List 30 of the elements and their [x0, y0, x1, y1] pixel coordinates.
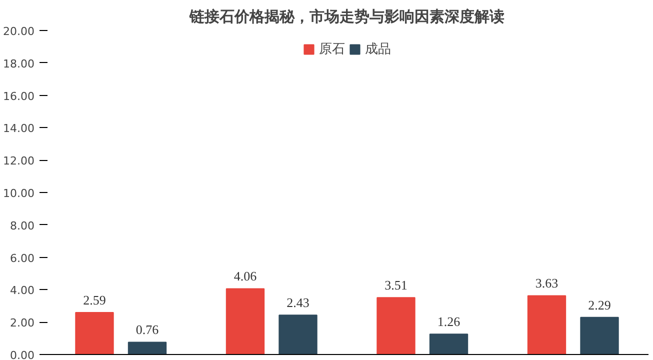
data-label: 3.51 [384, 278, 408, 293]
data-label: 2.43 [286, 295, 310, 310]
bar [580, 316, 619, 354]
data-label: 4.06 [234, 268, 258, 284]
data-label: 3.63 [535, 276, 558, 291]
data-label: 2.59 [83, 292, 106, 308]
y-tick-label: 10.00 [3, 187, 35, 200]
data-label: 0.76 [136, 322, 160, 338]
data-label: 2.29 [588, 297, 611, 312]
bar [278, 314, 318, 354]
y-tick-label: 4.00 [10, 284, 35, 298]
bar [75, 312, 114, 354]
y-tick-label: 6.00 [10, 252, 35, 265]
y-tick-label: 2.00 [10, 316, 35, 330]
y-tick-label: 8.00 [10, 219, 35, 232]
y-tick-label: 16.00 [3, 90, 35, 103]
y-tick-label: 20.00 [3, 25, 35, 38]
data-label: 1.26 [437, 314, 461, 330]
chart-title: 链接石价格揭秘，市场走势与影响因素深度解读 [188, 8, 504, 26]
y-tick-label: 0.00 [10, 349, 35, 360]
y-tick-label: 14.00 [3, 122, 35, 136]
bar [429, 334, 468, 354]
bar [226, 288, 265, 354]
legend-label: 原石 [319, 41, 345, 58]
y-tick-label: 12.00 [3, 154, 35, 168]
bar [128, 342, 167, 354]
bar [527, 295, 566, 354]
y-tick-label: 18.00 [3, 57, 35, 70]
legend-label: 成品 [365, 41, 391, 58]
bar [376, 297, 416, 354]
